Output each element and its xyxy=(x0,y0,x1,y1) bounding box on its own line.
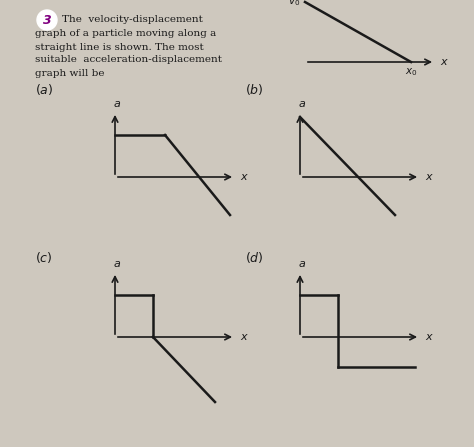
Text: $x$: $x$ xyxy=(425,332,434,342)
Text: $a$: $a$ xyxy=(113,99,121,109)
Text: $x$: $x$ xyxy=(425,172,434,182)
Text: $x$: $x$ xyxy=(440,57,449,67)
Text: $x_0$: $x_0$ xyxy=(405,66,417,78)
Text: straight line is shown. The most: straight line is shown. The most xyxy=(35,42,204,51)
Text: $a$: $a$ xyxy=(113,259,121,269)
Text: $(d)$: $(d)$ xyxy=(245,250,264,265)
Text: The  velocity-displacement: The velocity-displacement xyxy=(62,16,203,25)
Text: $x$: $x$ xyxy=(240,332,249,342)
Text: $a$: $a$ xyxy=(298,99,306,109)
Text: $(c)$: $(c)$ xyxy=(35,250,53,265)
Circle shape xyxy=(37,10,57,30)
Text: graph will be: graph will be xyxy=(35,68,104,77)
Text: suitable  acceleration-displacement: suitable acceleration-displacement xyxy=(35,55,222,64)
Text: $x$: $x$ xyxy=(240,172,249,182)
Text: graph of a particle moving along a: graph of a particle moving along a xyxy=(35,30,216,38)
Text: $a$: $a$ xyxy=(298,259,306,269)
Text: $(a)$: $(a)$ xyxy=(35,82,54,97)
Text: 3: 3 xyxy=(43,13,51,26)
Text: $v_0$: $v_0$ xyxy=(288,0,300,8)
Text: $(b)$: $(b)$ xyxy=(245,82,264,97)
